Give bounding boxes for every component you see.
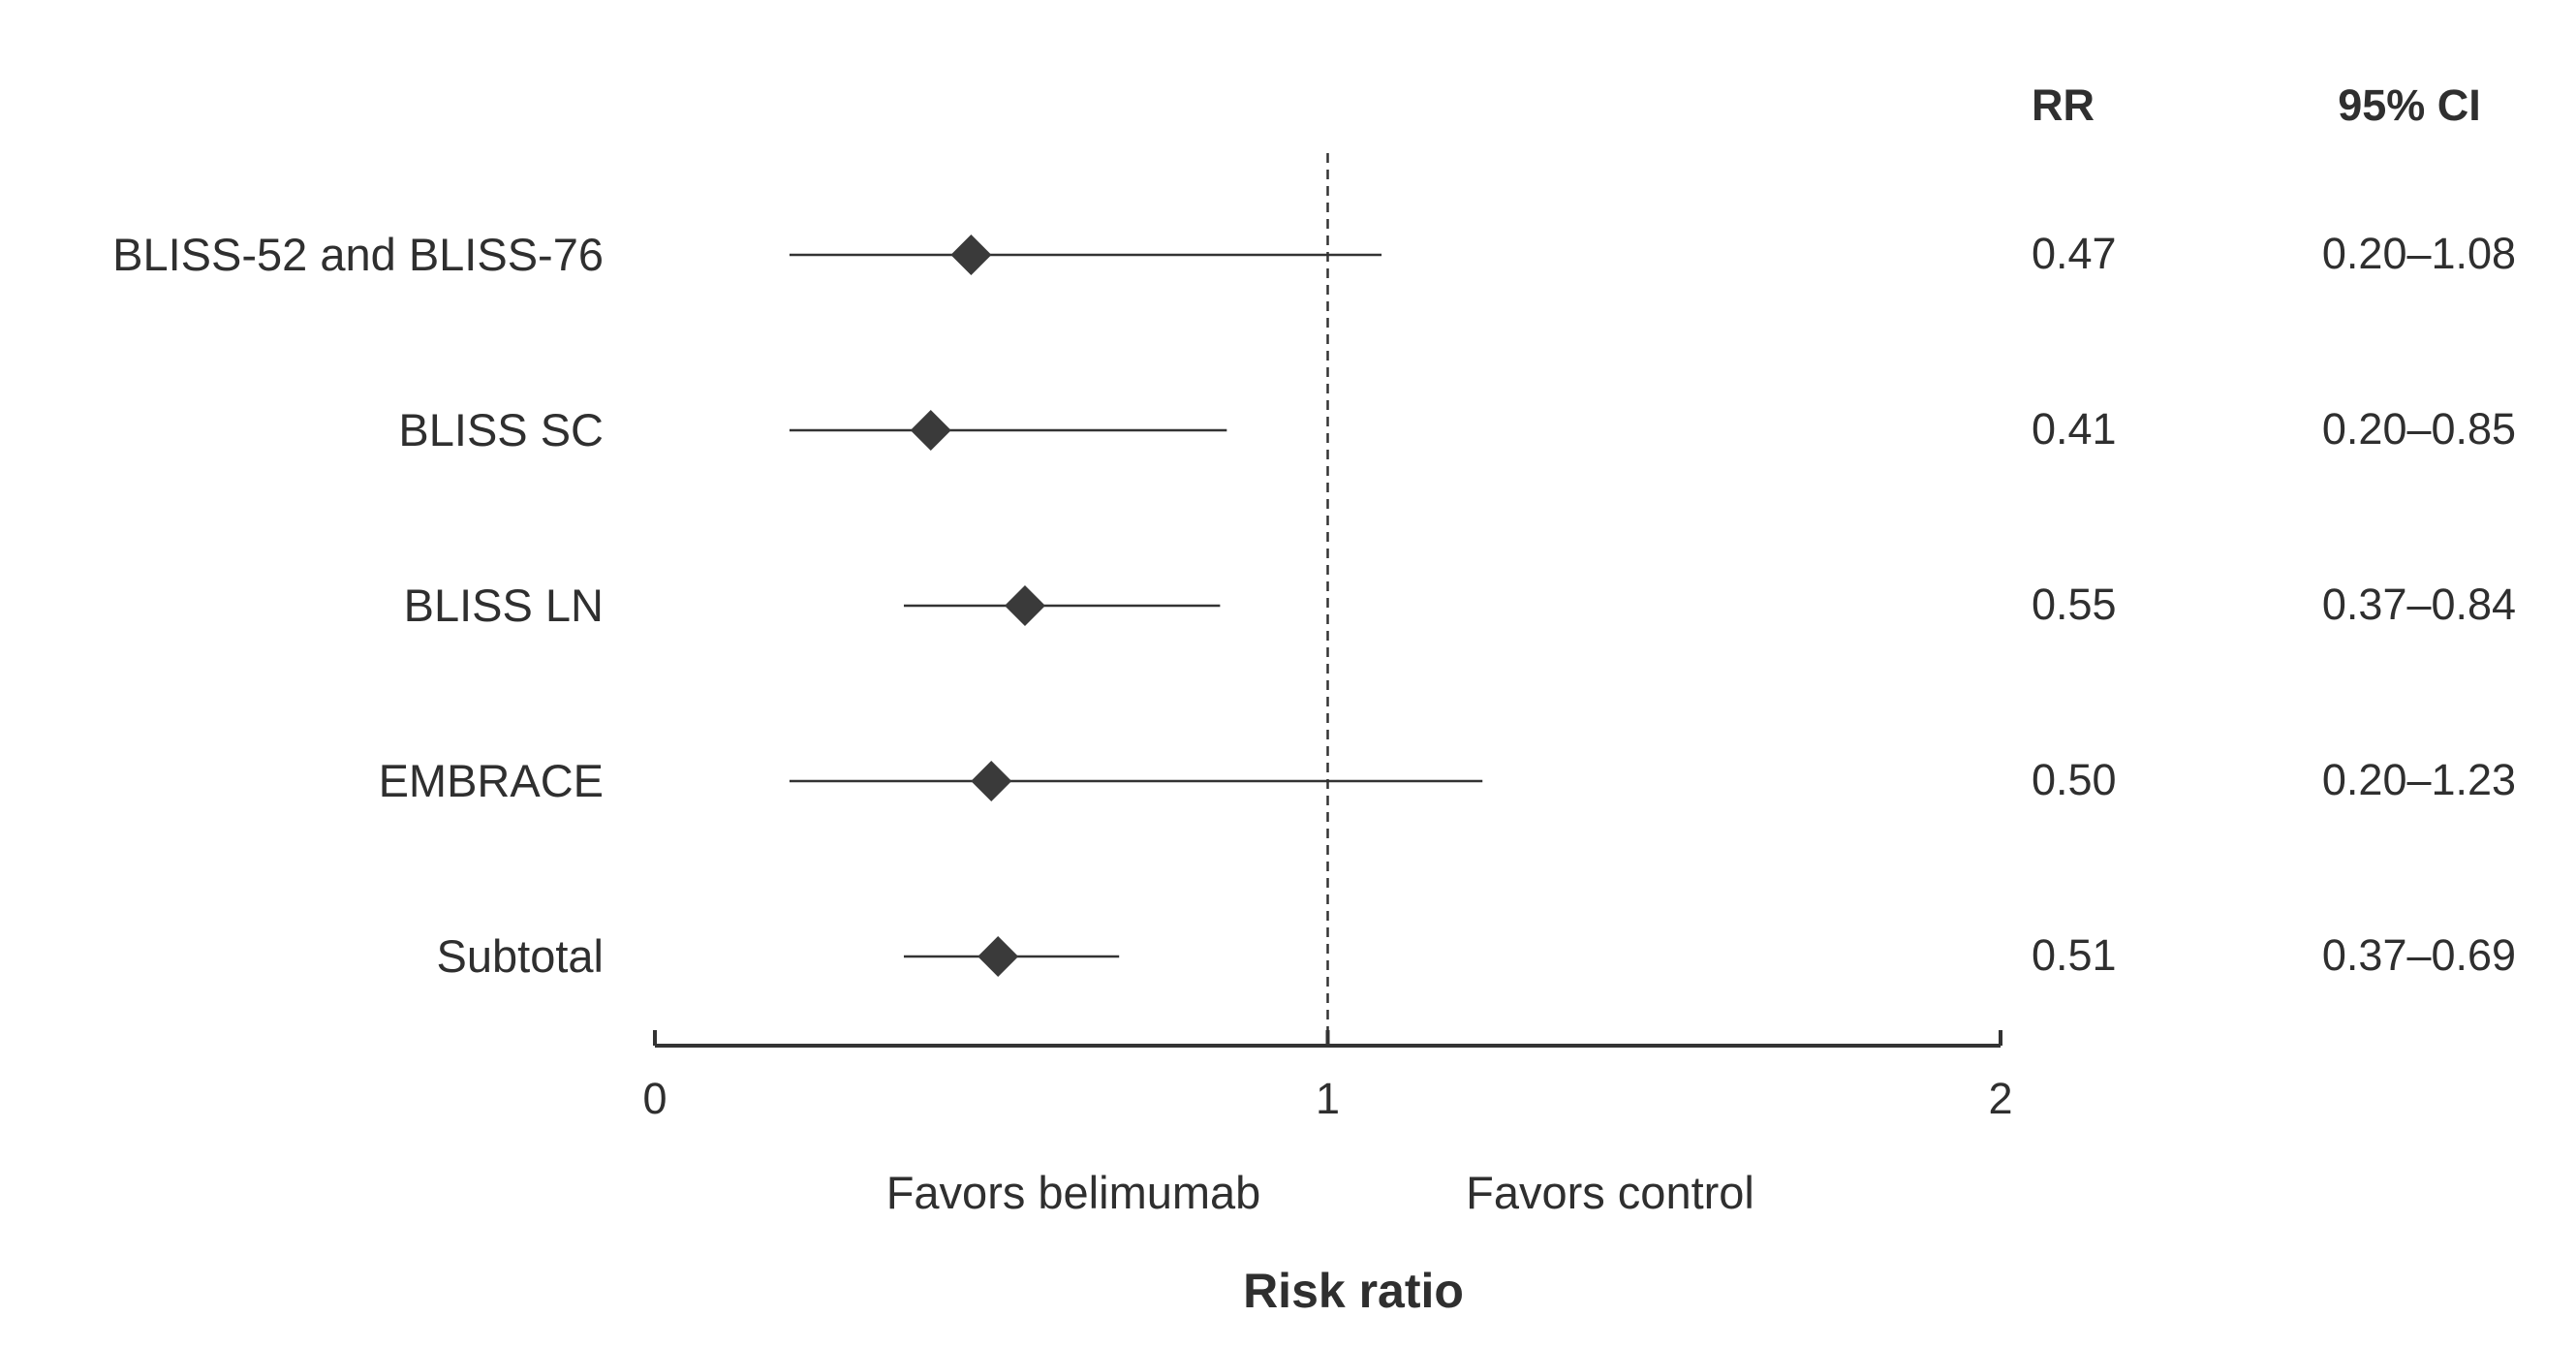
study-label: BLISS-52 and BLISS-76 <box>112 229 604 280</box>
study-label: EMBRACE <box>379 755 604 806</box>
x-axis: 0 1 2 <box>642 1030 2013 1123</box>
point-estimate-marker <box>910 410 951 451</box>
study-label: Subtotal <box>437 930 604 982</box>
rr-value: 0.41 <box>2032 404 2117 454</box>
favors-right-label: Favors control <box>1466 1167 1754 1218</box>
x-tick-label: 2 <box>1988 1074 2012 1123</box>
ci-column-header: 95% CI <box>2338 80 2481 130</box>
ci-value: 0.37–0.69 <box>2322 930 2516 980</box>
rr-value: 0.50 <box>2032 755 2117 804</box>
favors-left-label: Favors belimumab <box>886 1167 1261 1218</box>
forest-row: EMBRACE 0.50 0.20–1.23 <box>379 755 2517 806</box>
forest-row: BLISS-52 and BLISS-76 0.47 0.20–1.08 <box>112 229 2516 280</box>
study-label: BLISS SC <box>398 404 604 455</box>
point-estimate-marker <box>1004 585 1045 626</box>
rr-value: 0.47 <box>2032 229 2117 278</box>
x-tick-label: 0 <box>642 1074 667 1123</box>
ci-value: 0.20–0.85 <box>2322 404 2516 454</box>
study-label: BLISS LN <box>404 580 604 631</box>
forest-row: Subtotal 0.51 0.37–0.69 <box>437 930 2517 982</box>
rr-value: 0.51 <box>2032 930 2117 980</box>
forest-row: BLISS SC 0.41 0.20–0.85 <box>398 404 2516 455</box>
x-tick-label: 1 <box>1316 1074 1340 1123</box>
point-estimate-marker <box>971 761 1012 801</box>
forest-row: BLISS LN 0.55 0.37–0.84 <box>404 580 2516 631</box>
ci-value: 0.20–1.23 <box>2322 755 2516 804</box>
rr-value: 0.55 <box>2032 580 2117 629</box>
ci-value: 0.37–0.84 <box>2322 580 2516 629</box>
point-estimate-marker <box>950 235 992 275</box>
rr-column-header: RR <box>2032 80 2095 130</box>
x-axis-title: Risk ratio <box>1243 1264 1464 1318</box>
point-estimate-marker <box>978 936 1019 977</box>
forest-rows: BLISS-52 and BLISS-76 0.47 0.20–1.08 BLISS … <box>112 229 2516 982</box>
ci-value: 0.20–1.08 <box>2322 229 2516 278</box>
